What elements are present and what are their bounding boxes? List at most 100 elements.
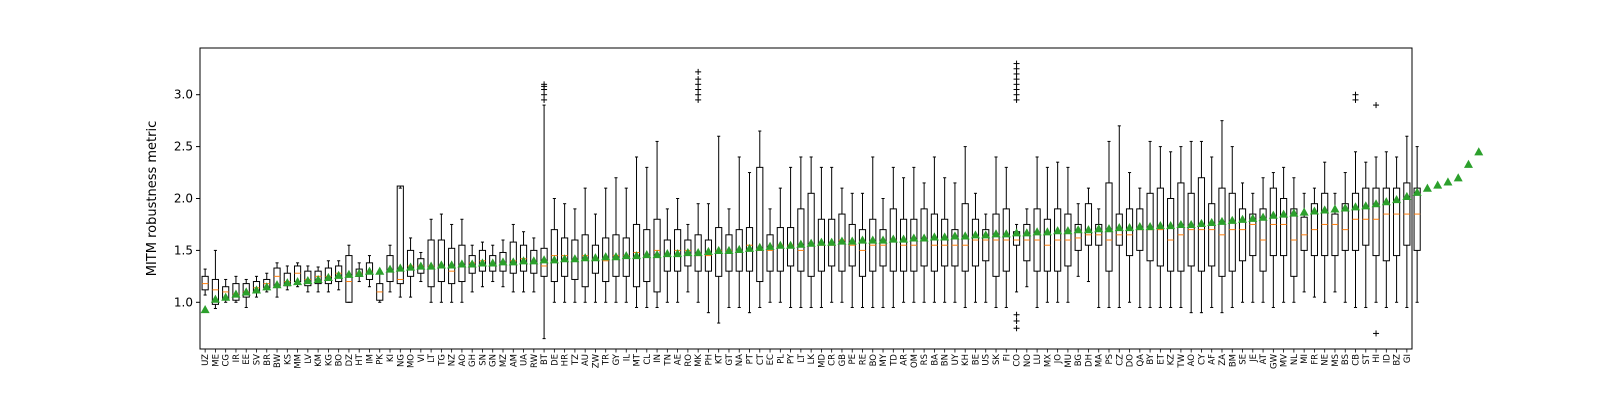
iqr-box [232,283,240,301]
flier [1013,65,1020,72]
x-tick-label: SK [992,354,1002,365]
box-RS [920,182,928,303]
box-BN [941,177,949,303]
x-tick-label: BT [540,353,550,365]
box-AT [1259,177,1267,303]
mean-marker [847,236,857,245]
mean-marker [364,266,374,275]
x-tick-label: PL [776,354,786,364]
x-tick-label: CO [1013,354,1023,367]
x-tick-label: CG [222,354,232,367]
mean-marker [1299,207,1309,216]
flier [1013,317,1020,324]
x-tick-label: DE [550,354,560,366]
mean-marker [816,237,826,246]
flier [1352,96,1359,103]
mean-marker [323,272,333,281]
mean-marker [498,257,508,266]
mean-marker [919,233,929,242]
mean-marker [385,264,395,273]
x-tick-label: FI [1002,354,1012,361]
x-tick-label: BW [273,353,283,368]
mean-marker [642,250,652,259]
iqr-box [1197,177,1206,272]
mean-marker [786,240,796,249]
iqr-box [519,244,528,272]
box-GY [612,177,620,303]
x-tick-label: KZ [1167,354,1177,366]
box-UY [951,182,959,303]
x-tick-label: PE [848,354,858,365]
mean-marker [508,257,518,266]
mean-marker [221,292,231,301]
mean-marker [1340,203,1350,212]
x-tick-label: LT [427,353,437,363]
iqr-box [509,241,517,274]
x-tick-label: AO [458,354,468,367]
box-PL [776,187,784,303]
x-tick-label: KI [386,354,396,362]
x-tick-label: NA [735,354,745,366]
iqr-box [396,185,404,285]
mean-marker [241,287,251,296]
x-tick-label: TW [1177,353,1187,368]
flier [1013,96,1020,103]
mean-marker [539,255,549,264]
flier [1013,60,1020,67]
box-KM [314,266,322,293]
x-tick-label: CB [1352,354,1362,366]
mean-marker [416,261,426,270]
box-BG [1074,203,1082,277]
y-axis-label: MITM robustness metric [145,121,160,277]
mean-marker [1258,212,1268,221]
mean-marker [724,245,734,254]
iqr-box [971,218,980,267]
x-tick-label: DZ [345,354,355,367]
mean-marker [601,252,611,261]
x-tick-label: MY [879,353,889,366]
box-PH [704,203,713,314]
mean-marker [652,250,662,259]
iqr-box [930,213,938,272]
mean-marker [837,236,847,245]
mean-marker [1381,197,1391,206]
mean-marker [1474,147,1484,156]
box-DO [1125,172,1134,303]
mean-marker [272,280,282,289]
mean-marker [1032,227,1042,236]
flier [695,76,702,83]
box-ID [1382,151,1390,308]
mean-marker [1207,217,1217,226]
x-tick-label: AR [900,354,910,366]
mean-marker [1217,216,1227,225]
iqr-box [201,275,209,291]
flier [1352,91,1359,98]
x-tick-label: PK [376,354,386,365]
mean-marker [703,246,713,256]
x-tick-label: ST [1362,353,1372,364]
mean-marker [745,243,755,252]
box-BS [1341,172,1349,303]
iqr-box [766,234,774,272]
mean-marker [1248,213,1258,222]
box-HI [1372,156,1380,303]
mean-marker [529,256,539,265]
mean-marker [488,258,498,267]
flier [541,96,548,103]
iqr-box [1218,187,1226,277]
iqr-box [694,234,702,272]
mean-marker [950,231,960,240]
mean-marker [1320,205,1330,214]
mean-marker [436,260,446,269]
iqr-box [1280,198,1288,257]
flier [695,91,702,98]
y-tick-label: 2.0 [174,192,193,206]
x-tick-label: HT [355,353,365,365]
x-tick-label: KH [961,354,971,366]
mean-marker [991,229,1001,238]
x-tick-label: VI [417,354,427,362]
x-tick-label: US [982,354,992,366]
box-PE [848,192,856,308]
x-tick-label: RW [530,353,540,368]
flier [695,86,702,93]
